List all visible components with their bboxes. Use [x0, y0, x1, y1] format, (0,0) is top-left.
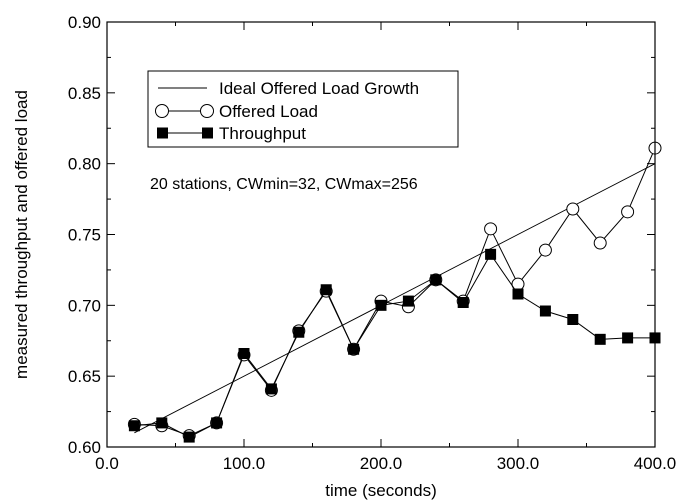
- legend-items: Ideal Offered Load Growth Offered Load Thr…: [155, 79, 419, 143]
- offered-load-point: [621, 205, 635, 219]
- legend-marker-circle: [200, 104, 214, 118]
- throughput-point: [512, 288, 524, 300]
- series-throughput: [128, 248, 661, 443]
- x-tick-label: 400.0: [634, 454, 677, 473]
- throughput-point: [622, 332, 634, 344]
- throughput-point: [457, 297, 469, 308]
- x-tick-label: 200.0: [360, 454, 403, 473]
- throughput-point: [402, 295, 414, 307]
- legend-item: Ideal Offered Load Growth: [158, 79, 419, 98]
- series-line: [134, 253, 655, 438]
- legend-label: Throughput: [219, 124, 306, 143]
- offered-load-point: [566, 202, 580, 216]
- throughput-point: [539, 305, 551, 317]
- throughput-point: [594, 333, 606, 345]
- throughput-point: [238, 348, 250, 359]
- throughput-point: [430, 274, 442, 286]
- legend-box: [147, 70, 459, 148]
- legend-item: Offered Load: [155, 102, 318, 121]
- labels-layer: 0.0 100.0 200.0 300.0 400.0 0.60 0.65 0.70 0.75 0…: [68, 13, 676, 473]
- y-tick-label: 0.80: [68, 155, 101, 174]
- y-tick-label: 0.70: [68, 296, 101, 315]
- legend-marker-circle: [155, 104, 169, 118]
- offered-load-point: [484, 222, 498, 236]
- x-tick-label: 300.0: [497, 454, 540, 473]
- legend-item: Throughput: [157, 124, 306, 143]
- throughput-point: [156, 417, 168, 429]
- throughput-point: [320, 284, 332, 296]
- offered-load-point: [538, 243, 552, 257]
- y-tick-label: 0.65: [68, 367, 101, 386]
- x-axis-title: time (seconds): [325, 481, 436, 500]
- legend: Ideal Offered Load Growth Offered Load Thr…: [147, 70, 459, 148]
- y-tick-label: 0.75: [68, 226, 101, 245]
- throughput-point: [348, 343, 360, 355]
- x-tick-label: 0.0: [95, 454, 119, 473]
- legend-label: Offered Load: [219, 102, 318, 121]
- legend-marker-square: [202, 127, 213, 139]
- offered-load-point: [593, 236, 607, 250]
- y-tick-label: 0.60: [68, 438, 101, 457]
- throughput-point: [183, 431, 195, 443]
- throughput-point: [485, 248, 497, 260]
- throughput-point: [211, 417, 223, 429]
- plot-frame: [106, 21, 656, 448]
- y-tick-label: 0.85: [68, 84, 101, 103]
- throughput-point: [128, 420, 140, 432]
- throughput-point: [293, 326, 305, 338]
- legend-label: Ideal Offered Load Growth: [219, 79, 419, 98]
- x-tick-label: 100.0: [223, 454, 266, 473]
- throughput-point: [375, 299, 387, 311]
- throughput-point: [567, 314, 579, 325]
- y-axis-title: measured throughput and offered load: [12, 90, 31, 379]
- chart-annotation: 20 stations, CWmin=32, CWmax=256: [150, 176, 418, 193]
- y-tick-label: 0.90: [68, 13, 101, 32]
- throughput-point: [265, 383, 277, 395]
- legend-marker-square: [157, 127, 168, 139]
